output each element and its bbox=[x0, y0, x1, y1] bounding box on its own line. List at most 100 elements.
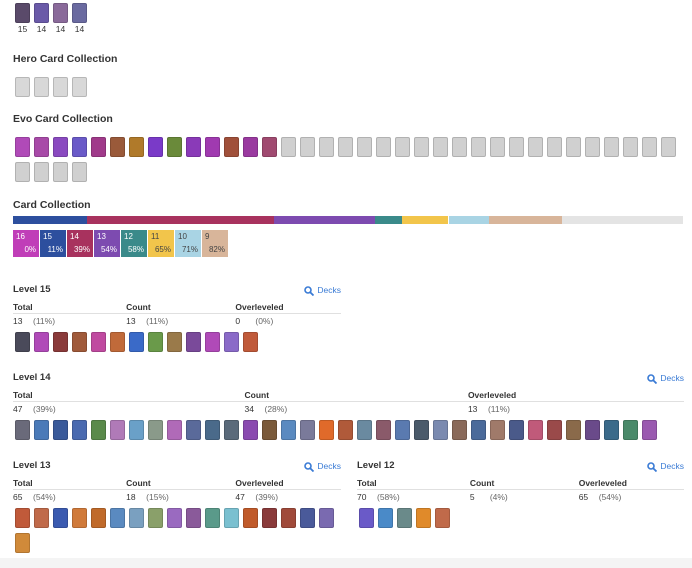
link-text[interactable]: Decks bbox=[660, 461, 684, 471]
card-icon[interactable] bbox=[433, 137, 448, 157]
card-icon[interactable] bbox=[15, 508, 30, 528]
card-icon[interactable] bbox=[281, 508, 296, 528]
card-icon[interactable] bbox=[167, 137, 182, 157]
card-icon[interactable] bbox=[338, 137, 353, 157]
card-icon[interactable] bbox=[34, 77, 49, 97]
card-icon[interactable] bbox=[528, 420, 543, 440]
card-icon[interactable] bbox=[338, 420, 353, 440]
card-icon[interactable] bbox=[433, 420, 448, 440]
decks-link[interactable]: Decks bbox=[647, 373, 684, 384]
card-icon[interactable] bbox=[319, 508, 334, 528]
card-icon[interactable] bbox=[490, 420, 505, 440]
card-icon[interactable] bbox=[224, 508, 239, 528]
card-icon[interactable] bbox=[642, 137, 657, 157]
card-icon[interactable] bbox=[623, 420, 638, 440]
card-icon[interactable] bbox=[15, 162, 30, 182]
card-icon[interactable] bbox=[224, 137, 239, 157]
card-icon[interactable] bbox=[15, 420, 30, 440]
card-icon[interactable] bbox=[300, 420, 315, 440]
card-icon[interactable] bbox=[53, 77, 68, 97]
card-icon[interactable] bbox=[148, 508, 163, 528]
card-icon[interactable] bbox=[262, 137, 277, 157]
link-text[interactable]: Decks bbox=[317, 285, 341, 295]
card-icon[interactable] bbox=[414, 137, 429, 157]
card-icon[interactable] bbox=[490, 137, 505, 157]
card-icon[interactable] bbox=[357, 137, 372, 157]
card-icon[interactable] bbox=[15, 77, 30, 97]
card-icon[interactable] bbox=[91, 420, 106, 440]
card-icon[interactable] bbox=[642, 420, 657, 440]
card-icon[interactable] bbox=[397, 508, 412, 528]
card-icon[interactable] bbox=[243, 508, 258, 528]
card-icon[interactable] bbox=[509, 137, 524, 157]
card-icon[interactable] bbox=[416, 508, 431, 528]
card-icon[interactable] bbox=[262, 508, 277, 528]
card-icon[interactable] bbox=[414, 420, 429, 440]
card-icon[interactable] bbox=[186, 137, 201, 157]
card-icon[interactable] bbox=[72, 3, 87, 23]
card-icon[interactable] bbox=[243, 137, 258, 157]
card-icon[interactable] bbox=[34, 332, 49, 352]
card-icon[interactable] bbox=[395, 420, 410, 440]
card-icon[interactable] bbox=[262, 420, 277, 440]
card-icon[interactable] bbox=[15, 533, 30, 553]
card-icon[interactable] bbox=[376, 137, 391, 157]
card-icon[interactable] bbox=[91, 332, 106, 352]
card-icon[interactable] bbox=[15, 137, 30, 157]
card-icon[interactable] bbox=[34, 137, 49, 157]
card-icon[interactable] bbox=[623, 137, 638, 157]
card-icon[interactable] bbox=[129, 508, 144, 528]
card-icon[interactable] bbox=[110, 508, 125, 528]
card-icon[interactable] bbox=[205, 137, 220, 157]
card-icon[interactable] bbox=[53, 162, 68, 182]
card-icon[interactable] bbox=[357, 420, 372, 440]
decks-link[interactable]: Decks bbox=[647, 461, 684, 472]
card-icon[interactable] bbox=[243, 420, 258, 440]
card-icon[interactable] bbox=[319, 420, 334, 440]
card-icon[interactable] bbox=[53, 508, 68, 528]
card-icon[interactable] bbox=[319, 137, 334, 157]
card-icon[interactable] bbox=[110, 332, 125, 352]
card-icon[interactable] bbox=[15, 3, 30, 23]
card-icon[interactable] bbox=[129, 420, 144, 440]
card-icon[interactable] bbox=[300, 508, 315, 528]
card-icon[interactable] bbox=[528, 137, 543, 157]
decks-link[interactable]: Decks bbox=[304, 461, 341, 472]
card-icon[interactable] bbox=[359, 508, 374, 528]
card-icon[interactable] bbox=[566, 420, 581, 440]
card-icon[interactable] bbox=[452, 137, 467, 157]
card-icon[interactable] bbox=[224, 332, 239, 352]
card-icon[interactable] bbox=[167, 420, 182, 440]
card-icon[interactable] bbox=[205, 508, 220, 528]
card-icon[interactable] bbox=[378, 508, 393, 528]
card-icon[interactable] bbox=[604, 137, 619, 157]
card-icon[interactable] bbox=[186, 508, 201, 528]
card-icon[interactable] bbox=[129, 332, 144, 352]
card-icon[interactable] bbox=[167, 508, 182, 528]
card-icon[interactable] bbox=[72, 508, 87, 528]
card-icon[interactable] bbox=[129, 137, 144, 157]
card-icon[interactable] bbox=[72, 137, 87, 157]
card-icon[interactable] bbox=[471, 420, 486, 440]
link-text[interactable]: Decks bbox=[317, 461, 341, 471]
card-icon[interactable] bbox=[53, 137, 68, 157]
card-icon[interactable] bbox=[91, 137, 106, 157]
card-icon[interactable] bbox=[53, 332, 68, 352]
card-icon[interactable] bbox=[167, 332, 182, 352]
link-text[interactable]: Decks bbox=[660, 373, 684, 383]
card-icon[interactable] bbox=[53, 3, 68, 23]
card-icon[interactable] bbox=[471, 137, 486, 157]
card-icon[interactable] bbox=[585, 420, 600, 440]
card-icon[interactable] bbox=[72, 420, 87, 440]
card-icon[interactable] bbox=[34, 420, 49, 440]
card-icon[interactable] bbox=[300, 137, 315, 157]
card-icon[interactable] bbox=[205, 420, 220, 440]
card-icon[interactable] bbox=[547, 137, 562, 157]
card-icon[interactable] bbox=[72, 77, 87, 97]
card-icon[interactable] bbox=[205, 332, 220, 352]
card-icon[interactable] bbox=[148, 137, 163, 157]
card-icon[interactable] bbox=[547, 420, 562, 440]
card-icon[interactable] bbox=[604, 420, 619, 440]
card-icon[interactable] bbox=[53, 420, 68, 440]
card-icon[interactable] bbox=[72, 332, 87, 352]
